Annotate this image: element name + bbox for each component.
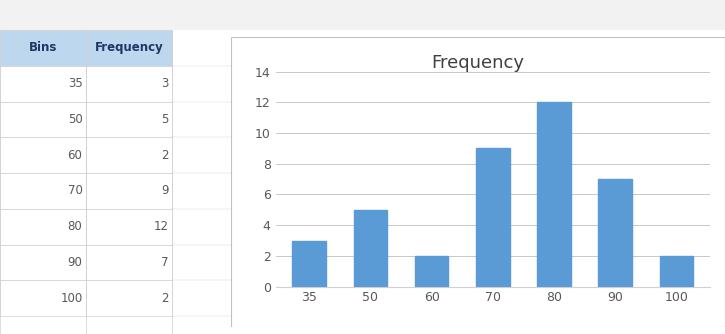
Bar bbox=[354, 210, 387, 287]
Text: K: K bbox=[560, 9, 568, 21]
Text: 3: 3 bbox=[161, 77, 168, 90]
FancyBboxPatch shape bbox=[86, 30, 173, 66]
Text: 5: 5 bbox=[161, 113, 168, 126]
Text: G: G bbox=[270, 9, 278, 21]
Text: 12: 12 bbox=[154, 220, 168, 233]
FancyBboxPatch shape bbox=[318, 0, 403, 30]
FancyBboxPatch shape bbox=[86, 280, 173, 316]
Bar bbox=[537, 102, 571, 287]
Text: 35: 35 bbox=[67, 77, 83, 90]
FancyBboxPatch shape bbox=[0, 209, 86, 244]
FancyBboxPatch shape bbox=[86, 244, 173, 280]
Bar bbox=[292, 240, 326, 287]
FancyBboxPatch shape bbox=[607, 0, 666, 30]
Text: I: I bbox=[431, 9, 434, 21]
FancyBboxPatch shape bbox=[0, 0, 86, 30]
FancyBboxPatch shape bbox=[0, 280, 86, 316]
Text: 50: 50 bbox=[67, 113, 83, 126]
FancyBboxPatch shape bbox=[0, 137, 86, 173]
Bar bbox=[415, 256, 449, 287]
FancyBboxPatch shape bbox=[463, 0, 521, 30]
FancyBboxPatch shape bbox=[86, 66, 173, 102]
FancyBboxPatch shape bbox=[403, 0, 463, 30]
FancyBboxPatch shape bbox=[86, 173, 173, 209]
Text: Frequency: Frequency bbox=[95, 41, 164, 54]
FancyBboxPatch shape bbox=[86, 0, 173, 30]
Text: 70: 70 bbox=[67, 184, 83, 197]
Text: M: M bbox=[690, 9, 700, 21]
Text: Frequency: Frequency bbox=[431, 54, 525, 72]
FancyBboxPatch shape bbox=[0, 102, 86, 137]
Text: L: L bbox=[634, 9, 640, 21]
FancyBboxPatch shape bbox=[0, 66, 86, 102]
Bar bbox=[598, 179, 632, 287]
Text: E: E bbox=[125, 9, 133, 21]
Text: 90: 90 bbox=[67, 256, 83, 269]
Text: Bins: Bins bbox=[29, 41, 57, 54]
FancyBboxPatch shape bbox=[666, 0, 725, 30]
Text: 9: 9 bbox=[161, 184, 168, 197]
FancyBboxPatch shape bbox=[86, 209, 173, 244]
Text: 80: 80 bbox=[67, 220, 83, 233]
FancyBboxPatch shape bbox=[173, 0, 231, 30]
FancyBboxPatch shape bbox=[0, 244, 86, 280]
Bar bbox=[476, 148, 510, 287]
Bar bbox=[660, 256, 693, 287]
Text: H: H bbox=[356, 9, 365, 21]
Text: 7: 7 bbox=[161, 256, 168, 269]
Text: F: F bbox=[199, 9, 205, 21]
FancyBboxPatch shape bbox=[86, 102, 173, 137]
FancyBboxPatch shape bbox=[521, 0, 608, 30]
Text: 2: 2 bbox=[161, 149, 168, 162]
Text: J: J bbox=[490, 9, 493, 21]
Text: 100: 100 bbox=[60, 292, 83, 305]
Text: 2: 2 bbox=[161, 292, 168, 305]
FancyBboxPatch shape bbox=[231, 0, 318, 30]
FancyBboxPatch shape bbox=[0, 173, 86, 209]
Text: 60: 60 bbox=[67, 149, 83, 162]
FancyBboxPatch shape bbox=[86, 137, 173, 173]
FancyBboxPatch shape bbox=[0, 30, 86, 66]
Text: D: D bbox=[38, 9, 48, 21]
